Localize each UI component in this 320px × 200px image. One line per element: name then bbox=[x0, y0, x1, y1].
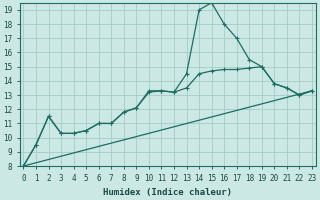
X-axis label: Humidex (Indice chaleur): Humidex (Indice chaleur) bbox=[103, 188, 232, 197]
